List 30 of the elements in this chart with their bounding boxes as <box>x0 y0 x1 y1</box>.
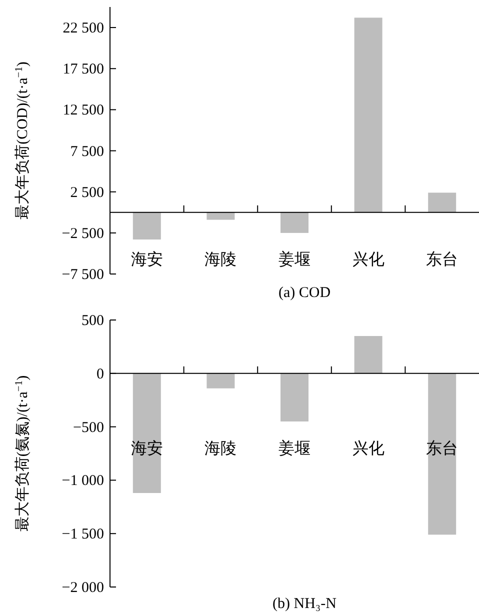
x-tick-label: 东台 <box>426 440 458 458</box>
y-tick-label: −2 000 <box>62 580 104 596</box>
bar <box>354 18 382 212</box>
x-tick-label: 兴化 <box>352 440 384 458</box>
x-tick-label: 东台 <box>426 250 458 269</box>
y-tick-label: −1 000 <box>62 473 104 490</box>
x-tick-label: 姜堰 <box>278 440 310 458</box>
y-tick-label: −2 500 <box>62 226 104 242</box>
x-tick-label: 海陵 <box>204 250 237 269</box>
bar <box>132 212 161 240</box>
x-axis-title: (a) COD <box>278 285 331 301</box>
y-tick-label: 7 500 <box>70 144 104 160</box>
x-tick-label: 海安 <box>130 250 163 269</box>
y-tick-label: −500 <box>73 420 104 436</box>
y-tick-label: 500 <box>82 313 104 329</box>
y-tick-label: −7 500 <box>62 267 104 283</box>
y-tick-label: 0 <box>96 366 104 382</box>
x-axis-title: (b) NH₃-N <box>272 596 337 612</box>
y-tick-label: 2 500 <box>70 184 104 201</box>
y-tick-label: 17 500 <box>62 62 104 78</box>
bar <box>280 212 308 233</box>
bar <box>206 212 235 220</box>
x-tick-label: 兴化 <box>352 250 384 269</box>
x-tick-label: 海陵 <box>204 440 237 458</box>
bar <box>428 192 456 212</box>
y-tick-label: 12 500 <box>62 102 104 119</box>
x-tick-label: 海安 <box>130 440 163 458</box>
x-tick-label: 姜堰 <box>278 250 310 269</box>
y-tick-label: 22 500 <box>62 20 104 37</box>
y-tick-label: −1 500 <box>62 526 104 543</box>
